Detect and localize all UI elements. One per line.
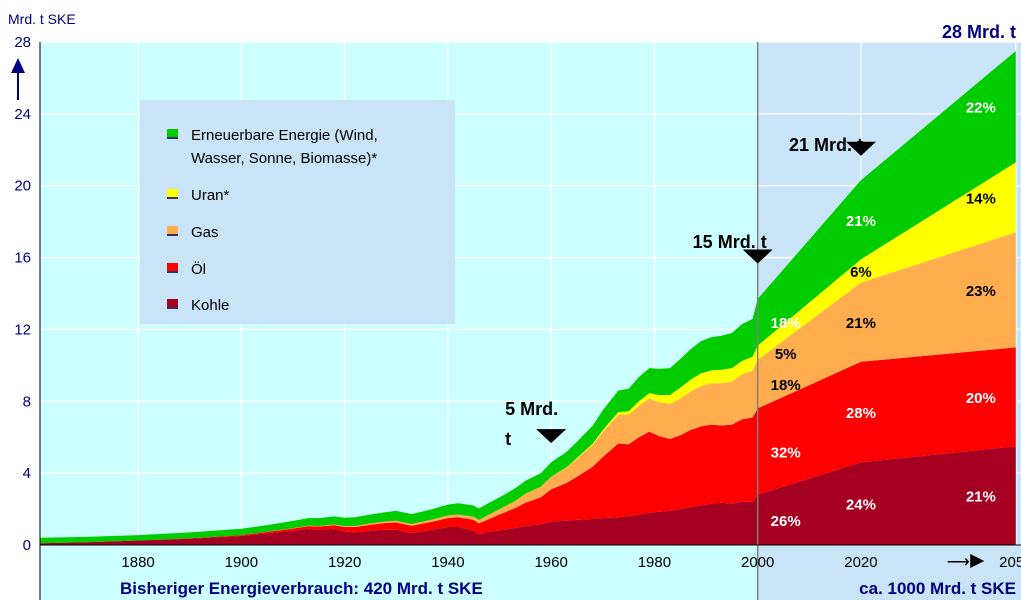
x-arrow-head bbox=[970, 554, 985, 568]
milestone-label: 15 Mrd. t bbox=[693, 232, 767, 252]
stacked-areas bbox=[40, 51, 1016, 545]
percent-label: 32% bbox=[771, 445, 801, 462]
y-tick-label: 8 bbox=[23, 393, 31, 410]
percent-label: 21% bbox=[966, 489, 996, 506]
percent-label: 26% bbox=[771, 513, 801, 530]
legend-box bbox=[140, 100, 455, 324]
percent-label: 22% bbox=[966, 100, 996, 117]
x-tick-label: 2000 bbox=[741, 554, 774, 571]
percent-label: 6% bbox=[850, 264, 872, 281]
area-series bbox=[40, 446, 1016, 545]
percent-label: 21% bbox=[846, 315, 876, 332]
x-tick-label: 1960 bbox=[534, 554, 567, 571]
milestone-label: 21 Mrd. t bbox=[789, 135, 863, 155]
legend-label: Gas bbox=[191, 224, 219, 241]
y-tick-label: 28 bbox=[14, 34, 31, 51]
footer-historic-consumption: Bisheriger Energieverbrauch: 420 Mrd. t … bbox=[120, 579, 483, 598]
total-2050-label: 28 Mrd. t bbox=[942, 22, 1016, 42]
legend-label: Erneuerbare Energie (Wind, bbox=[191, 127, 378, 144]
legend-swatch bbox=[167, 189, 178, 199]
footer-future-consumption: ca. 1000 Mrd. t SKE bbox=[859, 579, 1016, 598]
y-tick-label: 16 bbox=[14, 250, 31, 267]
milestone-triangle bbox=[845, 141, 876, 156]
y-tick-label: 24 bbox=[14, 106, 31, 123]
x-tick-label: 1900 bbox=[225, 554, 258, 571]
legend-swatch-shadow bbox=[167, 271, 178, 273]
legend-label: Kohle bbox=[191, 297, 229, 314]
percent-labels: 26% 32% 18% 5% 18% 24% 28% 21% 6% 21% 21% 20% 23% 14%… bbox=[771, 100, 996, 530]
y-arrow-head bbox=[11, 58, 25, 73]
x-forecast-arrow: ⟶ bbox=[947, 554, 970, 571]
percent-label: 20% bbox=[966, 390, 996, 407]
legend-swatch-shadow bbox=[167, 137, 178, 139]
x-tick-label: 1920 bbox=[328, 554, 361, 571]
percent-label: 14% bbox=[966, 190, 996, 207]
axes bbox=[11, 42, 1021, 600]
percent-label: 21% bbox=[846, 213, 876, 230]
percent-label: 28% bbox=[846, 405, 876, 422]
legend-swatch-shadow bbox=[167, 307, 178, 309]
milestone-triangle bbox=[742, 249, 773, 264]
percent-label: 18% bbox=[771, 377, 801, 394]
y-tick-label: 20 bbox=[14, 178, 31, 195]
x-tick-label: 1880 bbox=[121, 554, 154, 571]
legend-swatch-shadow bbox=[167, 234, 178, 236]
percent-label: 5% bbox=[775, 346, 797, 363]
x-tick-label: 2050 bbox=[999, 554, 1021, 571]
legend: Erneuerbare Energie (Wind, Wasser, Sonne,… bbox=[140, 100, 455, 324]
x-tick-label: 1980 bbox=[638, 554, 671, 571]
percent-label: 23% bbox=[966, 283, 996, 300]
legend-label: Uran* bbox=[191, 187, 230, 204]
legend-swatch bbox=[167, 299, 178, 309]
x-tick-label: 1940 bbox=[431, 554, 464, 571]
y-axis-label: Mrd. t SKE bbox=[8, 11, 76, 27]
y-tick-labels: 0 4 8 12 16 20 24 28 bbox=[14, 34, 31, 554]
milestone-triangle bbox=[536, 429, 567, 444]
y-tick-label: 0 bbox=[23, 537, 31, 554]
x-tick-labels: 1880 1900 1920 1940 1960 1980 2000 2020 2050 ⟶ bbox=[121, 554, 1021, 571]
y-tick-label: 12 bbox=[14, 321, 31, 338]
legend-swatch bbox=[167, 263, 178, 273]
percent-label: 18% bbox=[771, 315, 801, 332]
milestone-label: t bbox=[505, 429, 511, 449]
milestone-markers: 5 Mrd. t 15 Mrd. t 21 Mrd. t bbox=[505, 135, 876, 449]
area-series bbox=[40, 347, 1016, 544]
y-tick-label: 4 bbox=[23, 465, 31, 482]
legend-swatch-shadow bbox=[167, 197, 178, 199]
legend-label: Öl bbox=[191, 260, 206, 278]
legend-swatch bbox=[167, 129, 178, 139]
legend-swatch bbox=[167, 226, 178, 236]
x-tick-label: 2020 bbox=[844, 554, 877, 571]
milestone-label: 5 Mrd. bbox=[505, 399, 558, 419]
percent-label: 24% bbox=[846, 497, 876, 514]
legend-label: Wasser, Sonne, Biomasse)* bbox=[191, 150, 377, 167]
